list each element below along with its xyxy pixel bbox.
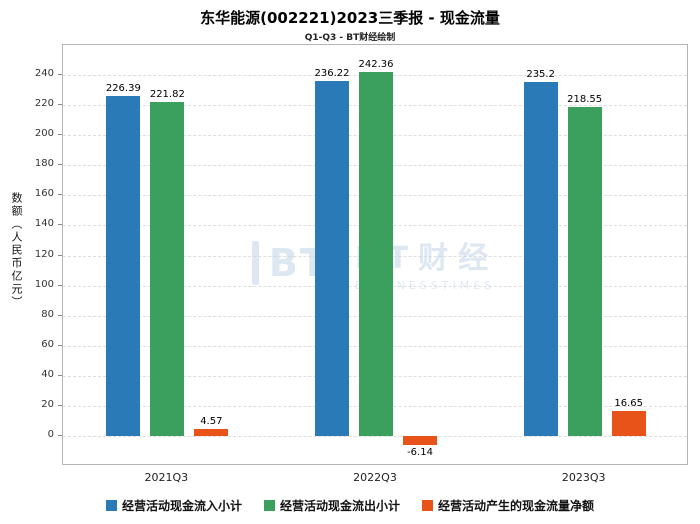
- legend-label: 经营活动现金流入小计: [121, 499, 242, 513]
- y-axis-title: 数额（人民币亿元）: [10, 192, 23, 309]
- bar-2022Q3-series1: [315, 80, 349, 436]
- legend-item: 经营活动现金流入小计: [105, 497, 242, 514]
- gridline: [63, 435, 687, 437]
- y-tick-label: 40: [41, 368, 54, 380]
- plot-area: BT BT财经 BUSINESSTIMES 226.39 221.82 4.57 23…: [62, 44, 688, 465]
- y-tick-label: 160: [34, 188, 54, 200]
- y-tick-mark: [58, 134, 62, 136]
- bar-2023Q3-series1: [523, 82, 558, 436]
- y-tick-label: 220: [34, 98, 54, 110]
- bar-2022Q3-series3: [403, 435, 437, 446]
- watermark-bar-icon: [251, 240, 259, 285]
- y-tick-mark: [58, 284, 62, 286]
- bar-value-label: 16.65: [614, 397, 643, 409]
- y-tick-mark: [58, 224, 62, 226]
- bar-value-label: 226.39: [105, 82, 141, 94]
- bar-2021Q3-series3: [194, 429, 229, 436]
- legend-item: 经营活动现金流出小计: [263, 497, 400, 514]
- y-tick-label: 240: [34, 68, 54, 80]
- bar-value-label: 4.57: [200, 416, 223, 428]
- bar-value-label: 218.55: [567, 94, 603, 106]
- y-tick-label: 140: [34, 218, 54, 230]
- x-tick-label: 2021Q3: [144, 471, 189, 484]
- bar-value-label: 236.22: [314, 67, 350, 79]
- y-tick-label: 0: [47, 428, 54, 440]
- legend-label: 经营活动产生的现金流量净额: [438, 499, 595, 513]
- y-tick-mark: [58, 104, 62, 106]
- y-tick-label: 100: [34, 278, 54, 290]
- bar-value-label: 235.2: [526, 69, 555, 81]
- y-tick-mark: [58, 344, 62, 346]
- y-tick-mark: [58, 434, 62, 436]
- bar-value-label: -6.14: [407, 447, 433, 459]
- y-tick-mark: [58, 194, 62, 196]
- legend-swatch-icon: [422, 500, 433, 511]
- chart-subtitle: Q1-Q3 - BT财经绘制: [304, 33, 396, 43]
- chart-title: 东华能源(002221)2023三季报 - 现金流量: [200, 9, 500, 27]
- bar-2023Q3-series2: [567, 107, 602, 436]
- y-tick-mark: [58, 404, 62, 406]
- y-tick-label: 120: [34, 248, 54, 260]
- legend-label: 经营活动现金流出小计: [279, 499, 400, 513]
- bar-2021Q3-series2: [150, 102, 185, 436]
- legend-swatch-icon: [105, 500, 117, 511]
- y-tick-mark: [58, 164, 62, 166]
- x-tick-label: 2023Q3: [561, 471, 606, 484]
- y-tick-mark: [58, 314, 62, 316]
- bar-value-label: 242.36: [358, 58, 394, 70]
- y-tick-mark: [58, 74, 62, 76]
- y-tick-label: 80: [41, 308, 54, 320]
- y-tick-mark: [58, 254, 62, 256]
- legend-swatch-icon: [263, 500, 275, 511]
- y-tick-label: 200: [34, 128, 54, 140]
- bar-2021Q3-series1: [106, 95, 141, 436]
- legend: 经营活动现金流入小计 经营活动现金流出小计 经营活动产生的现金流量净额: [0, 497, 700, 514]
- bar-2023Q3-series3: [611, 410, 646, 436]
- y-tick-label: 20: [41, 398, 54, 410]
- y-tick-label: 180: [34, 158, 54, 170]
- y-tick-label: 60: [41, 338, 54, 350]
- bar-2022Q3-series2: [359, 71, 393, 436]
- legend-item: 经营活动产生的现金流量净额: [422, 497, 594, 514]
- x-tick-label: 2022Q3: [353, 471, 397, 484]
- y-tick-mark: [58, 374, 62, 376]
- bar-value-label: 221.82: [149, 89, 185, 101]
